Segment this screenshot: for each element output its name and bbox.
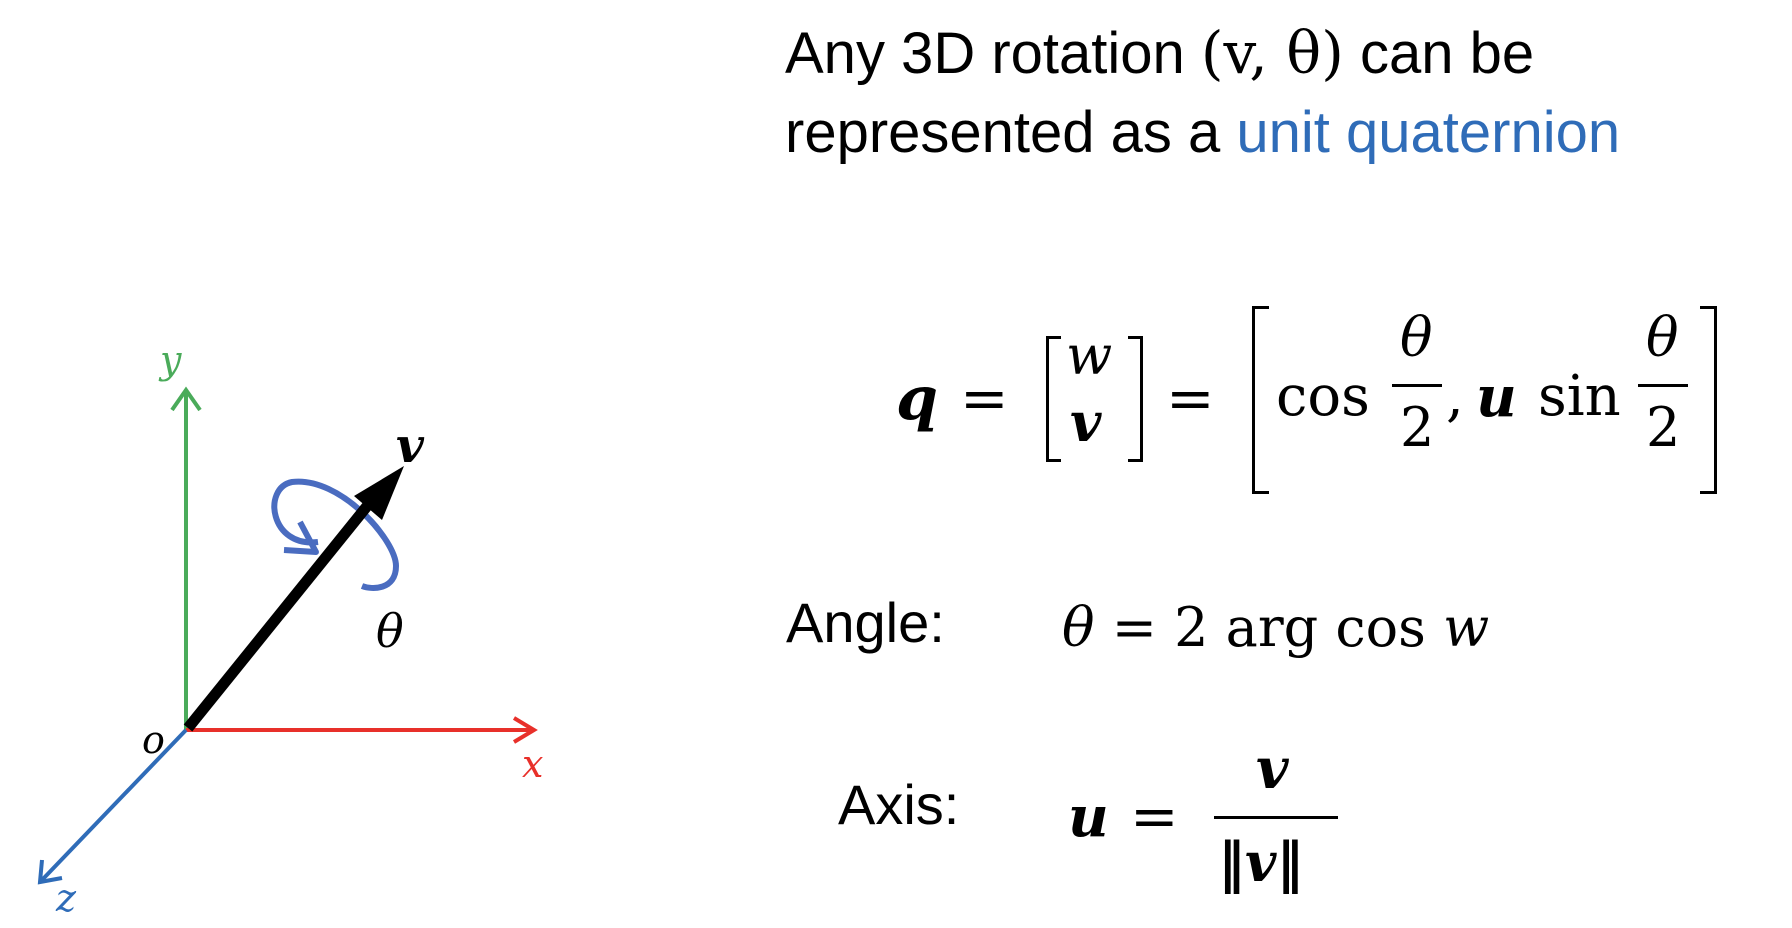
vector-left-bracket (1046, 336, 1061, 462)
title-line-1: Any 3D rotation (v, θ) can be (785, 20, 1534, 87)
origin-label: o (142, 718, 165, 762)
title-math: (v, θ) (1200, 19, 1344, 87)
z-axis-label: z (56, 876, 77, 920)
vector-right-bracket (1128, 336, 1143, 462)
frac2-theta: θ (1646, 306, 1679, 369)
y-axis-arrowhead (170, 386, 202, 412)
axis-label: Axis: (838, 773, 960, 836)
axis-u: u (1068, 784, 1109, 850)
angle-label: Angle: (786, 591, 945, 654)
angle-theta-label: θ (376, 604, 404, 658)
title-text-suffix: can be (1343, 21, 1535, 86)
frac2-bar (1638, 384, 1688, 387)
vector-w: w (1066, 324, 1113, 387)
vector-v: v (1070, 390, 1102, 454)
vector-label: v (396, 418, 424, 474)
axis-denominator: ‖v‖ (1218, 830, 1304, 894)
eq-equals-1: = (960, 364, 1009, 432)
eq-equals-2: = (1166, 364, 1215, 432)
axis-equals: = (1130, 782, 1179, 850)
cos-text: cos (1276, 364, 1370, 429)
frac1-theta: θ (1400, 306, 1433, 369)
comma: , (1446, 364, 1464, 429)
axis-numerator: v (1256, 736, 1289, 802)
title-line-2: represented as a unit quaternion (785, 100, 1620, 166)
u-symbol: u (1476, 364, 1517, 430)
big-left-bracket (1252, 306, 1269, 494)
x-axis-label: x (522, 742, 544, 786)
z-axis (40, 728, 188, 882)
sin-text: sin (1538, 364, 1621, 429)
rotation-diagram (37, 386, 538, 885)
z-axis-arrowhead (37, 859, 63, 885)
x-axis-arrowhead (512, 716, 538, 744)
frac2-two: 2 (1646, 396, 1681, 459)
angle-formula-rest: = 2 arg cos (1111, 596, 1443, 659)
vector-arrowhead (354, 466, 404, 520)
rotation-loop (271, 478, 400, 591)
frac1-two: 2 (1400, 396, 1435, 459)
title-text-2: represented as a (785, 100, 1237, 165)
big-right-bracket (1700, 306, 1717, 494)
unit-quaternion-highlight: unit quaternion (1236, 100, 1621, 165)
title-text: Any 3D rotation (785, 21, 1201, 86)
angle-formula-theta: θ (1062, 596, 1095, 659)
angle-formula: θ = 2 arg cos w (1062, 596, 1489, 659)
eq-q-symbol: q (896, 364, 938, 434)
rotation-arrowhead (283, 520, 319, 555)
axis-fraction-bar (1214, 816, 1338, 819)
frac1-bar (1392, 384, 1442, 387)
y-axis-label: y (160, 338, 182, 382)
angle-formula-w: w (1443, 596, 1490, 659)
rotation-vector (183, 496, 377, 732)
